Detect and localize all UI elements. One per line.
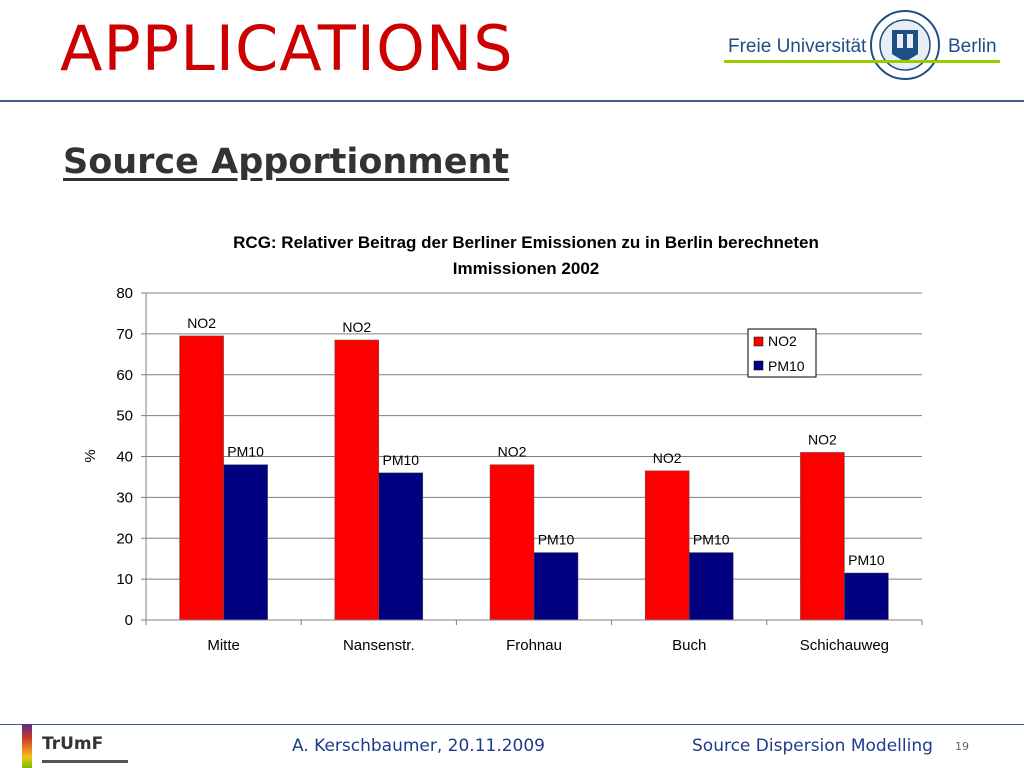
data-label-pm10: PM10 (848, 552, 885, 568)
y-tick-label: 10 (116, 571, 133, 588)
footer-color-bar (22, 724, 32, 768)
bar-no2-1 (334, 339, 380, 621)
data-label-pm10: PM10 (693, 532, 730, 548)
legend-label-pm10: PM10 (768, 358, 805, 374)
x-tick-label: Mitte (207, 637, 240, 654)
bar-no2-3 (644, 470, 690, 621)
trumf-logo: TrUmF (42, 734, 104, 754)
data-label-no2: NO2 (187, 315, 216, 331)
y-tick-label: 60 (116, 367, 133, 384)
logo-accent-bar (724, 60, 1000, 63)
bar-pm10-1 (378, 472, 424, 621)
y-tick-label: 50 (116, 408, 133, 425)
bar-pm10-3 (688, 552, 734, 621)
footer-topic: Source Dispersion Modelling (692, 736, 933, 756)
bar-no2-0 (179, 335, 224, 621)
page-number: 19 (955, 740, 969, 753)
chart-title-line-1: RCG: Relativer Beitrag der Berliner Emis… (233, 233, 819, 252)
chart-title-line-2: Immissionen 2002 (453, 259, 599, 278)
logo-right-text: Berlin (948, 36, 997, 57)
data-label-no2: NO2 (342, 319, 371, 335)
y-tick-label: 20 (116, 530, 133, 547)
bar-no2-4 (800, 452, 845, 621)
university-logo: Freie Universität Berlin (722, 8, 1002, 88)
bar-chart: RCG: Relativer Beitrag der Berliner Emis… (82, 233, 923, 654)
chart-legend: NO2 PM10 (747, 328, 817, 378)
y-tick-label: 0 (125, 612, 133, 629)
y-axis-label: % (82, 449, 99, 462)
bar-pm10-4 (844, 572, 889, 621)
legend-swatch-pm10 (753, 360, 764, 371)
trumf-underline (42, 760, 128, 763)
x-tick-label: Schichauweg (800, 637, 889, 654)
data-label-no2: NO2 (653, 450, 682, 466)
y-tick-label: 80 (116, 285, 133, 302)
data-label-pm10: PM10 (538, 532, 575, 548)
x-tick-label: Buch (672, 637, 706, 654)
x-tick-label: Frohnau (506, 637, 562, 654)
slide-title: APPLICATIONS (60, 12, 514, 85)
y-tick-label: 70 (116, 326, 133, 343)
bar-pm10-0 (223, 464, 268, 621)
legend-swatch-no2 (753, 336, 764, 347)
bar-no2-2 (489, 464, 535, 621)
y-tick-label: 30 (116, 489, 133, 506)
footer-divider (0, 724, 1024, 725)
data-label-pm10: PM10 (383, 452, 420, 468)
legend-label-no2: NO2 (768, 333, 797, 349)
header-divider (0, 100, 1024, 102)
x-tick-label: Nansenstr. (343, 637, 415, 654)
data-label-no2: NO2 (808, 431, 837, 447)
y-tick-label: 40 (116, 449, 133, 466)
data-label-pm10: PM10 (227, 444, 264, 460)
logo-left-text: Freie Universität (728, 36, 867, 57)
slide-subtitle: Source Apportionment (63, 142, 510, 182)
bar-pm10-2 (533, 552, 579, 621)
footer-author-date: A. Kerschbaumer, 20.11.2009 (292, 736, 545, 756)
data-label-no2: NO2 (498, 444, 527, 460)
